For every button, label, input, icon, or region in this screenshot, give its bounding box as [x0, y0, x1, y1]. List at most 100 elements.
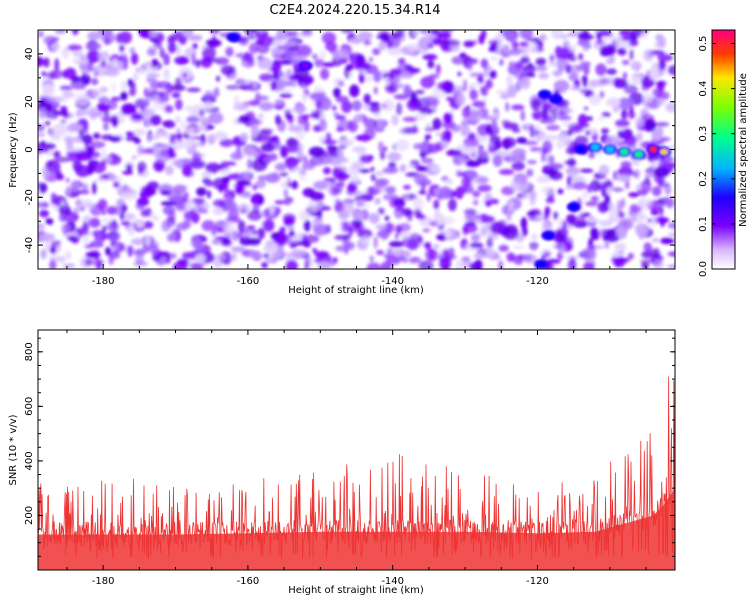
heatmap-cell: [601, 112, 611, 118]
heatmap-y-label: Frequency (Hz): [8, 112, 19, 188]
heatmap-cell: [616, 200, 623, 213]
heatmap-cell: [388, 240, 404, 248]
heatmap-cell: [365, 75, 373, 83]
heatmap-cell: [323, 177, 337, 182]
heatmap-cell: [131, 81, 136, 91]
heatmap-cell: [472, 190, 481, 198]
heatmap-cell: [319, 50, 326, 61]
figure-title: C2E4.2024.220.15.34.R14: [269, 3, 440, 18]
heatmap-cell: [409, 160, 420, 165]
heatmap-cell: [85, 42, 102, 51]
heatmap-cell: [175, 56, 181, 62]
heatmap-cell: [667, 65, 675, 76]
heatmap-cell: [336, 127, 345, 132]
heatmap-cell: [656, 100, 665, 105]
heatmap-cell: [404, 194, 409, 201]
heatmap-cell: [368, 213, 380, 224]
heatmap-cell: [489, 70, 497, 79]
heatmap-cell: [115, 61, 124, 70]
heatmap-cell: [245, 30, 254, 36]
heatmap-cell: [455, 259, 466, 269]
heatmap-cell: [556, 58, 569, 70]
heatmap-cell: [349, 37, 364, 44]
heatmap-cell: [315, 97, 322, 110]
heatmap-cell: [213, 220, 230, 228]
heatmap-cell: [461, 176, 472, 188]
heatmap-cell: [387, 152, 402, 162]
heatmap-cell: [604, 45, 615, 56]
heatmap-cell: [530, 233, 539, 241]
heatmap-cell: [237, 220, 246, 232]
heatmap-cell: [119, 211, 125, 221]
heatmap-cell: [615, 35, 623, 47]
heatmap-cell: [541, 150, 546, 163]
heatmap-cell: [92, 88, 106, 97]
heatmap-cell: [394, 233, 399, 240]
heatmap-cell: [361, 61, 371, 71]
heatmap-cell: [52, 150, 61, 158]
heatmap-cell: [558, 115, 572, 121]
heatmap-cell: [551, 30, 564, 40]
heatmap-cell: [325, 132, 332, 146]
heatmap-cell: [664, 185, 672, 195]
heatmap-cell: [461, 146, 477, 156]
heatmap-cell: [225, 46, 234, 57]
heatmap-cell: [151, 58, 159, 67]
heatmap-cell: [212, 207, 224, 216]
heatmap-cell: [351, 100, 362, 112]
heatmap-cell: [121, 109, 138, 115]
heatmap-cell: [635, 212, 648, 222]
heatmap-cell: [192, 43, 198, 50]
heatmap-cell: [599, 90, 605, 99]
heatmap-cell: [440, 134, 446, 142]
heatmap-cell: [248, 118, 263, 126]
heatmap-cell: [589, 179, 601, 192]
heatmap-cell: [527, 41, 539, 54]
heatmap-cell: [382, 193, 399, 201]
heatmap-cell: [617, 48, 627, 55]
heatmap-cell: [489, 135, 501, 144]
heatmap-cell: [286, 182, 298, 188]
heatmap-cell: [467, 159, 475, 167]
heatmap-cell: [284, 40, 298, 47]
heatmap-cell: [205, 39, 222, 48]
heatmap-cell: [334, 234, 350, 241]
heatmap-cell: [132, 135, 140, 144]
heatmap-cell: [303, 219, 311, 232]
heatmap-cell: [239, 237, 253, 246]
heatmap-cell: [572, 181, 588, 190]
heatmap-cell: [608, 202, 616, 210]
heatmap-cell: [476, 76, 483, 84]
heatmap-hotspot-core: [229, 34, 238, 41]
heatmap-cell: [479, 214, 489, 221]
heatmap-cell: [59, 85, 73, 91]
colorbar-tick-label: 0.1: [698, 216, 709, 232]
heatmap-cell: [538, 72, 550, 79]
heatmap-cell: [237, 171, 253, 183]
heatmap-cell: [420, 30, 428, 34]
heatmap-cell: [255, 30, 269, 40]
heatmap-cell: [584, 123, 590, 128]
heatmap-cell: [65, 185, 72, 195]
heatmap-cell: [263, 156, 272, 163]
heatmap-cell: [54, 58, 60, 71]
heatmap-cell: [92, 181, 97, 195]
heatmap-cell: [395, 30, 404, 39]
heatmap-cell: [552, 211, 559, 220]
x-tick-label: -140: [381, 276, 404, 287]
heatmap-cell: [298, 210, 311, 221]
heatmap-cell: [54, 156, 70, 163]
heatmap-cell: [256, 44, 270, 54]
colorbar: 0.0 0.1 0.2 0.3 0.4 0.5 Normalized spectral a…: [698, 29, 749, 277]
heatmap-cell: [401, 208, 413, 217]
heatmap-cell: [433, 199, 440, 210]
heatmap-cell: [381, 99, 395, 112]
heatmap-cell: [302, 155, 308, 163]
heatmap-cell: [228, 201, 238, 214]
heatmap-cell: [277, 45, 289, 51]
heatmap-cell: [378, 141, 384, 153]
heatmap-cell: [369, 255, 374, 263]
heatmap-cell: [361, 236, 371, 247]
heatmap-cell: [391, 114, 399, 126]
heatmap-cell: [621, 108, 629, 119]
